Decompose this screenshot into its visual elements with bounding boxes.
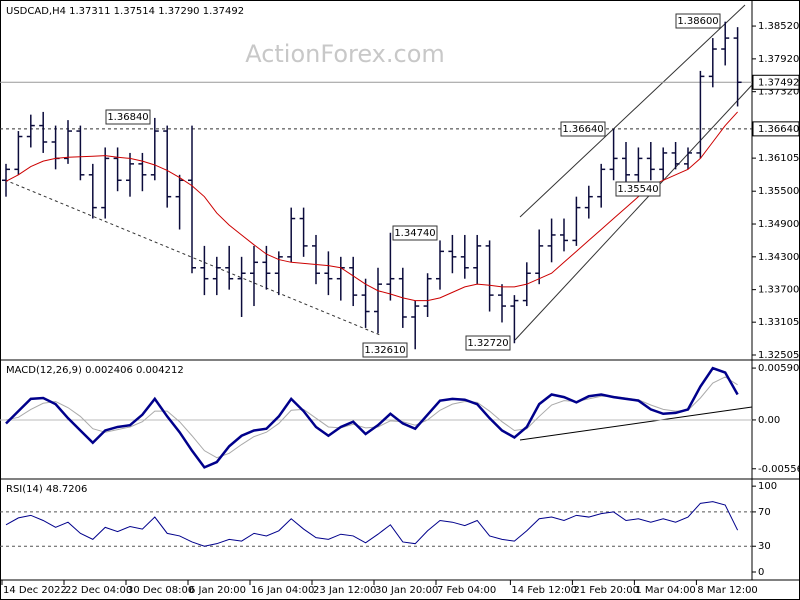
y-tick-label: -0.005563	[758, 464, 800, 475]
y-tick-label: 0	[758, 567, 764, 578]
x-tick-label: 7 Feb 04:00	[437, 585, 496, 596]
annotation: 1.34740	[394, 228, 435, 239]
y-tick-label: 1.37920	[758, 54, 799, 65]
annotation-box	[675, 13, 721, 29]
annotation: 1.35540	[617, 184, 658, 195]
rsi-title: RSI(14) 48.7206	[6, 484, 87, 495]
annotation-box	[362, 342, 408, 358]
y-tick-label: 1.33105	[758, 317, 799, 328]
y-tick-label: 0.005908	[758, 363, 800, 374]
x-tick-label: 6 Jan 20:00	[189, 585, 246, 596]
y-tick-label: 100	[758, 481, 777, 492]
trend-line	[4, 179, 381, 336]
macd-trend-line	[519, 406, 753, 441]
annotation-box	[560, 121, 606, 137]
x-tick-label: 14 Dec 2022	[3, 585, 67, 596]
rsi-line	[5, 501, 739, 547]
price-title: USDCAD,H4 1.37311 1.37514 1.37290 1.3749…	[6, 6, 244, 17]
x-tick-label: 16 Jan 04:00	[251, 585, 314, 596]
channel-line	[514, 84, 753, 341]
y-tick-label: 1.34300	[758, 252, 799, 263]
x-tick-label: 8 Mar 12:00	[697, 585, 757, 596]
y-tick-label: 1.37320	[758, 87, 799, 98]
x-tick-label: 14 Feb 12:00	[511, 585, 577, 596]
annotation: 1.36640	[562, 124, 603, 135]
annotation: 1.38600	[677, 16, 718, 27]
annotation: 1.36840	[107, 112, 148, 123]
annotation: 1.32720	[467, 338, 508, 349]
y-tick-label: 1.35500	[758, 186, 799, 197]
y-tick-label: 30	[758, 541, 771, 552]
price-label-box	[752, 121, 800, 137]
watermark: ActionForex.com	[245, 40, 445, 68]
x-tick-label: 21 Feb 20:00	[573, 585, 639, 596]
x-tick-label: 1 Mar 04:00	[635, 585, 695, 596]
annotation-box	[105, 109, 151, 125]
x-tick-label: 23 Jan 12:00	[313, 585, 376, 596]
annotation-box	[392, 225, 438, 241]
y-tick-label: 1.33700	[758, 285, 799, 296]
price-label-box	[752, 74, 800, 90]
macd-line	[5, 366, 739, 469]
annotation-box	[465, 335, 511, 351]
y-tick-label: 0.00	[758, 415, 780, 426]
x-tick-label: 22 Dec 04:00	[65, 585, 132, 596]
annotation: 1.32610	[364, 345, 405, 356]
annotation-box	[615, 181, 661, 197]
price-label: 1.36640	[758, 124, 799, 135]
x-tick-label: 30 Jan 20:00	[375, 585, 438, 596]
y-tick-label: 1.32505	[758, 350, 799, 361]
price-label: 1.37492	[758, 77, 799, 88]
macd-title: MACD(12,26,9) 0.002406 0.004212	[6, 365, 184, 376]
y-tick-label: 70	[758, 507, 771, 518]
channel-line	[519, 4, 746, 218]
y-tick-label: 1.36105	[758, 153, 799, 164]
x-tick-label: 30 Dec 08:00	[127, 585, 194, 596]
y-tick-label: 1.38520	[758, 21, 799, 32]
y-tick-label: 1.34900	[758, 219, 799, 230]
moving-average	[5, 111, 738, 302]
